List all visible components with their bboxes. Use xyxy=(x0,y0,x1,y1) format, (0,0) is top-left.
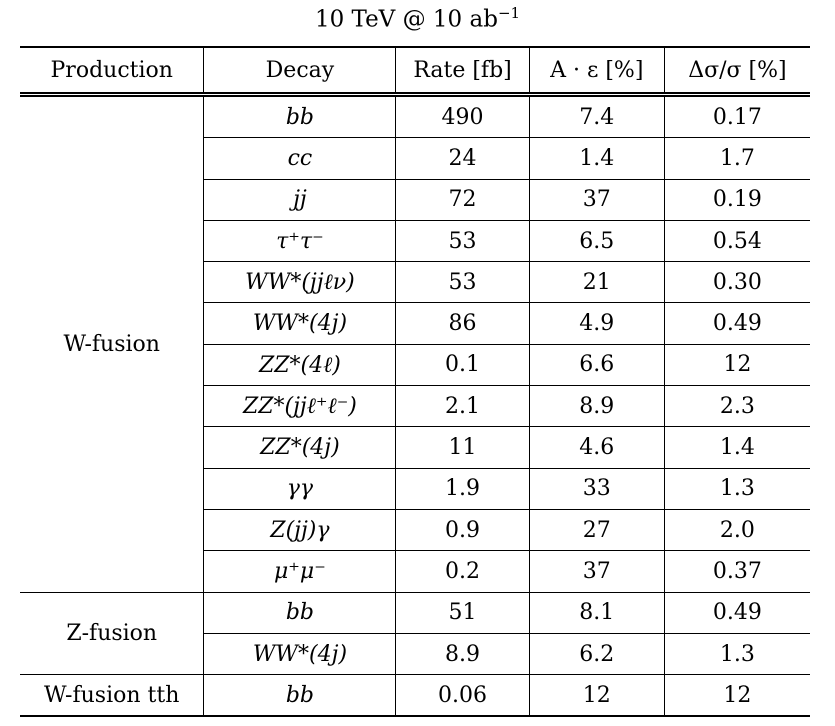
caption-text: 10 TeV @ 10 ab xyxy=(314,6,498,33)
acceptance-cell: 7.4 xyxy=(528,94,665,138)
acceptance-cell: 8.1 xyxy=(528,591,665,634)
header-acceptance: A · ε [%] xyxy=(528,47,665,95)
uncertainty-cell: 0.17 xyxy=(663,94,810,138)
uncertainty-cell: 12 xyxy=(663,674,810,718)
production-cell: W-fusion tth xyxy=(20,674,204,718)
decay-cell: μ⁺μ⁻ xyxy=(203,550,396,593)
table-row: τ⁺τ⁻ 53 6.5 0.54 xyxy=(20,219,810,262)
uncertainty-cell: 0.49 xyxy=(663,302,810,345)
rate-cell: 72 xyxy=(395,178,530,221)
uncertainty-cell: 2.0 xyxy=(663,508,810,551)
header-uncertainty: Δσ/σ [%] xyxy=(663,47,810,95)
acceptance-cell: 6.5 xyxy=(528,219,665,262)
decay-cell: WW*(jjℓν) xyxy=(203,261,396,303)
acceptance-cell: 8.9 xyxy=(528,385,665,427)
header-production: Production xyxy=(50,57,173,83)
uncertainty-cell: 1.3 xyxy=(663,467,810,510)
decay-cell: γγ xyxy=(203,467,396,510)
table-row: W-fusion bb 490 7.4 0.17 xyxy=(20,94,810,357)
rate-cell: 0.9 xyxy=(395,508,530,551)
table-row: ZZ*(jjℓ⁺ℓ⁻) 2.1 8.9 2.3 xyxy=(20,385,810,427)
rate-cell: 1.9 xyxy=(395,467,530,510)
rate-cell: 51 xyxy=(395,591,530,634)
decay-cell: ZZ*(jjℓ⁺ℓ⁻) xyxy=(203,385,396,427)
acceptance-cell: 12 xyxy=(528,674,665,718)
rate-cell: 490 xyxy=(395,94,530,138)
acceptance-cell: 33 xyxy=(528,467,665,510)
table-body: W-fusion bb 490 7.4 0.17 cc 24 1.4 1.7 j… xyxy=(20,94,810,718)
table-row: WW*(4j) 8.9 6.2 1.3 xyxy=(20,632,810,675)
acceptance-cell: 1.4 xyxy=(528,137,665,180)
uncertainty-cell: 1.4 xyxy=(663,426,810,469)
rate-cell: 2.1 xyxy=(395,385,530,427)
decay-cell: bb xyxy=(203,94,396,138)
table-row: W-fusion tth bb 0.06 12 12 xyxy=(20,674,810,718)
uncertainty-cell: 0.30 xyxy=(663,261,810,303)
uncertainty-cell: 0.54 xyxy=(663,219,810,262)
production-cell: Z-fusion xyxy=(20,591,204,675)
acceptance-cell: 4.9 xyxy=(528,302,665,345)
table-row: ZZ*(4ℓ) 0.1 6.6 12 xyxy=(20,343,810,386)
decay-cell: ZZ*(4ℓ) xyxy=(203,343,396,386)
acceptance-cell: 27 xyxy=(528,508,665,551)
table-row: μ⁺μ⁻ 0.2 37 0.37 xyxy=(20,550,810,593)
decay-cell: bb xyxy=(203,591,396,634)
rate-cell: 53 xyxy=(395,219,530,262)
decay-cell: τ⁺τ⁻ xyxy=(203,219,396,262)
acceptance-cell: 6.2 xyxy=(528,632,665,675)
table-caption: 10 TeV @ 10 ab−1 xyxy=(0,4,835,33)
table-row: ZZ*(4j) 11 4.6 1.4 xyxy=(20,426,810,469)
header-decay: Decay xyxy=(203,47,396,95)
decay-cell: cc xyxy=(203,137,396,180)
results-table: Production Decay Rate [fb] A · ε [%] Δσ/… xyxy=(20,46,810,718)
header-row: Production Decay Rate [fb] A · ε [%] Δσ/… xyxy=(20,47,810,95)
acceptance-cell: 21 xyxy=(528,261,665,303)
uncertainty-cell: 0.19 xyxy=(663,178,810,221)
caption-exponent: −1 xyxy=(497,4,521,22)
table-row: WW*(4j) 86 4.9 0.49 xyxy=(20,302,810,345)
table-row: γγ 1.9 33 1.3 xyxy=(20,467,810,510)
uncertainty-cell: 0.49 xyxy=(663,591,810,634)
rate-cell: 8.9 xyxy=(395,632,530,675)
uncertainty-cell: 2.3 xyxy=(663,385,810,427)
table-row: Z(jj)γ 0.9 27 2.0 xyxy=(20,508,810,551)
rate-cell: 0.1 xyxy=(395,343,530,386)
uncertainty-cell: 12 xyxy=(663,343,810,386)
table-row: jj 72 37 0.19 xyxy=(20,178,810,221)
uncertainty-cell: 1.3 xyxy=(663,632,810,675)
table-row: WW*(jjℓν) 53 21 0.30 xyxy=(20,261,810,303)
rate-cell: 0.06 xyxy=(395,674,530,718)
decay-cell: ZZ*(4j) xyxy=(203,426,396,469)
rate-cell: 11 xyxy=(395,426,530,469)
acceptance-cell: 37 xyxy=(528,550,665,593)
decay-cell: jj xyxy=(203,178,396,221)
table-row: cc 24 1.4 1.7 xyxy=(20,137,810,180)
uncertainty-cell: 0.37 xyxy=(663,550,810,593)
decay-cell: WW*(4j) xyxy=(203,632,396,675)
header-rate: Rate [fb] xyxy=(395,47,530,95)
production-cell: W-fusion xyxy=(63,331,160,357)
acceptance-cell: 37 xyxy=(528,178,665,221)
acceptance-cell: 6.6 xyxy=(528,343,665,386)
decay-cell: Z(jj)γ xyxy=(203,508,396,551)
decay-cell: bb xyxy=(203,674,396,718)
rate-cell: 0.2 xyxy=(395,550,530,593)
decay-cell: WW*(4j) xyxy=(203,302,396,345)
table-row: Z-fusion bb 51 8.1 0.49 xyxy=(20,591,810,675)
rate-cell: 53 xyxy=(395,261,530,303)
rate-cell: 24 xyxy=(395,137,530,180)
uncertainty-cell: 1.7 xyxy=(663,137,810,180)
acceptance-cell: 4.6 xyxy=(528,426,665,469)
rate-cell: 86 xyxy=(395,302,530,345)
